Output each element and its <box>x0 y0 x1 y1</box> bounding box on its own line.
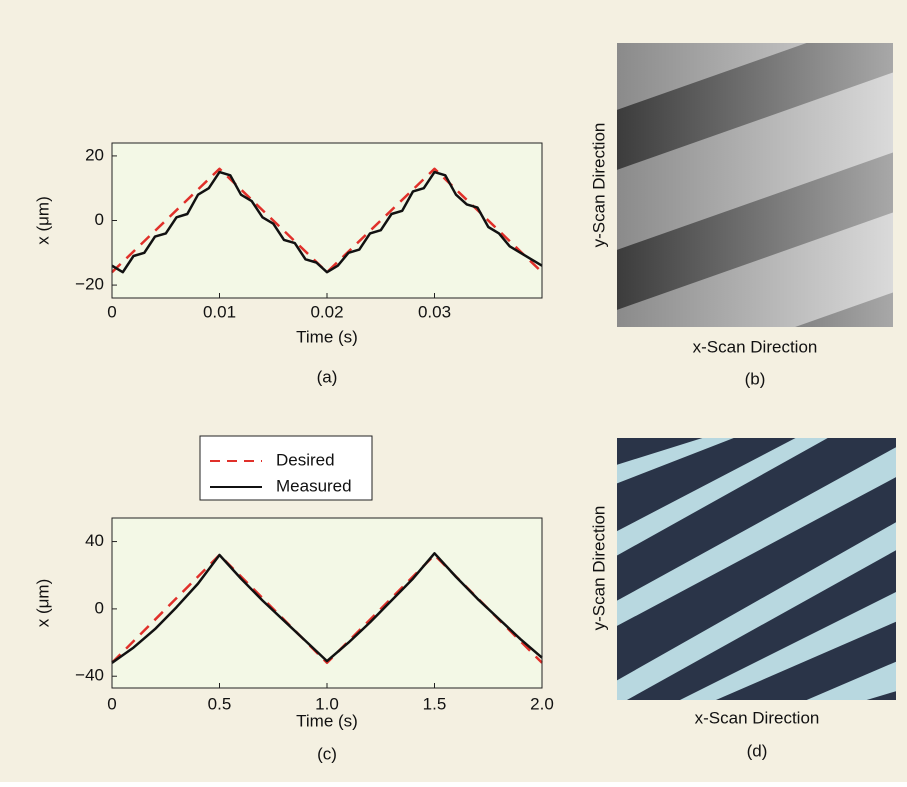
image-x-label: x-Scan Direction <box>695 708 820 727</box>
afm-image-d <box>600 420 900 720</box>
x-tick-label: 0 <box>107 694 116 713</box>
legend-label: Measured <box>276 476 352 495</box>
y-axis-label: x (μm) <box>33 196 52 245</box>
image-y-label: y-Scan Direction <box>589 506 608 631</box>
image-y-label: y-Scan Direction <box>589 123 608 248</box>
y-tick-label: −20 <box>75 275 104 294</box>
x-tick-label: 1.5 <box>423 694 447 713</box>
y-tick-label: 40 <box>85 531 104 550</box>
y-axis-label: x (μm) <box>33 579 52 628</box>
image-x-label: x-Scan Direction <box>693 337 818 356</box>
legend: Desired Measured <box>200 436 372 500</box>
x-axis-label: Time (s) <box>296 327 358 346</box>
y-tick-label: −40 <box>75 666 104 685</box>
x-tick-label: 0 <box>107 302 116 321</box>
x-tick-label: 0.03 <box>418 302 451 321</box>
x-axis-label: Time (s) <box>296 711 358 730</box>
x-tick-label: 2.0 <box>530 694 554 713</box>
y-tick-label: 0 <box>95 598 104 617</box>
plot-area <box>112 143 542 298</box>
image-caption: (d) <box>747 741 768 760</box>
y-tick-label: 0 <box>95 210 104 229</box>
image-caption: (b) <box>745 369 766 388</box>
x-tick-label: 0.01 <box>203 302 236 321</box>
legend-label: Desired <box>276 450 335 469</box>
x-tick-label: 0.5 <box>208 694 232 713</box>
x-tick-label: 0.02 <box>310 302 343 321</box>
y-tick-label: 20 <box>85 145 104 164</box>
caption: (a) <box>317 367 338 386</box>
figure: Desired Measured x-Scan Direction (b) y-… <box>0 0 907 782</box>
caption: (c) <box>317 744 337 763</box>
